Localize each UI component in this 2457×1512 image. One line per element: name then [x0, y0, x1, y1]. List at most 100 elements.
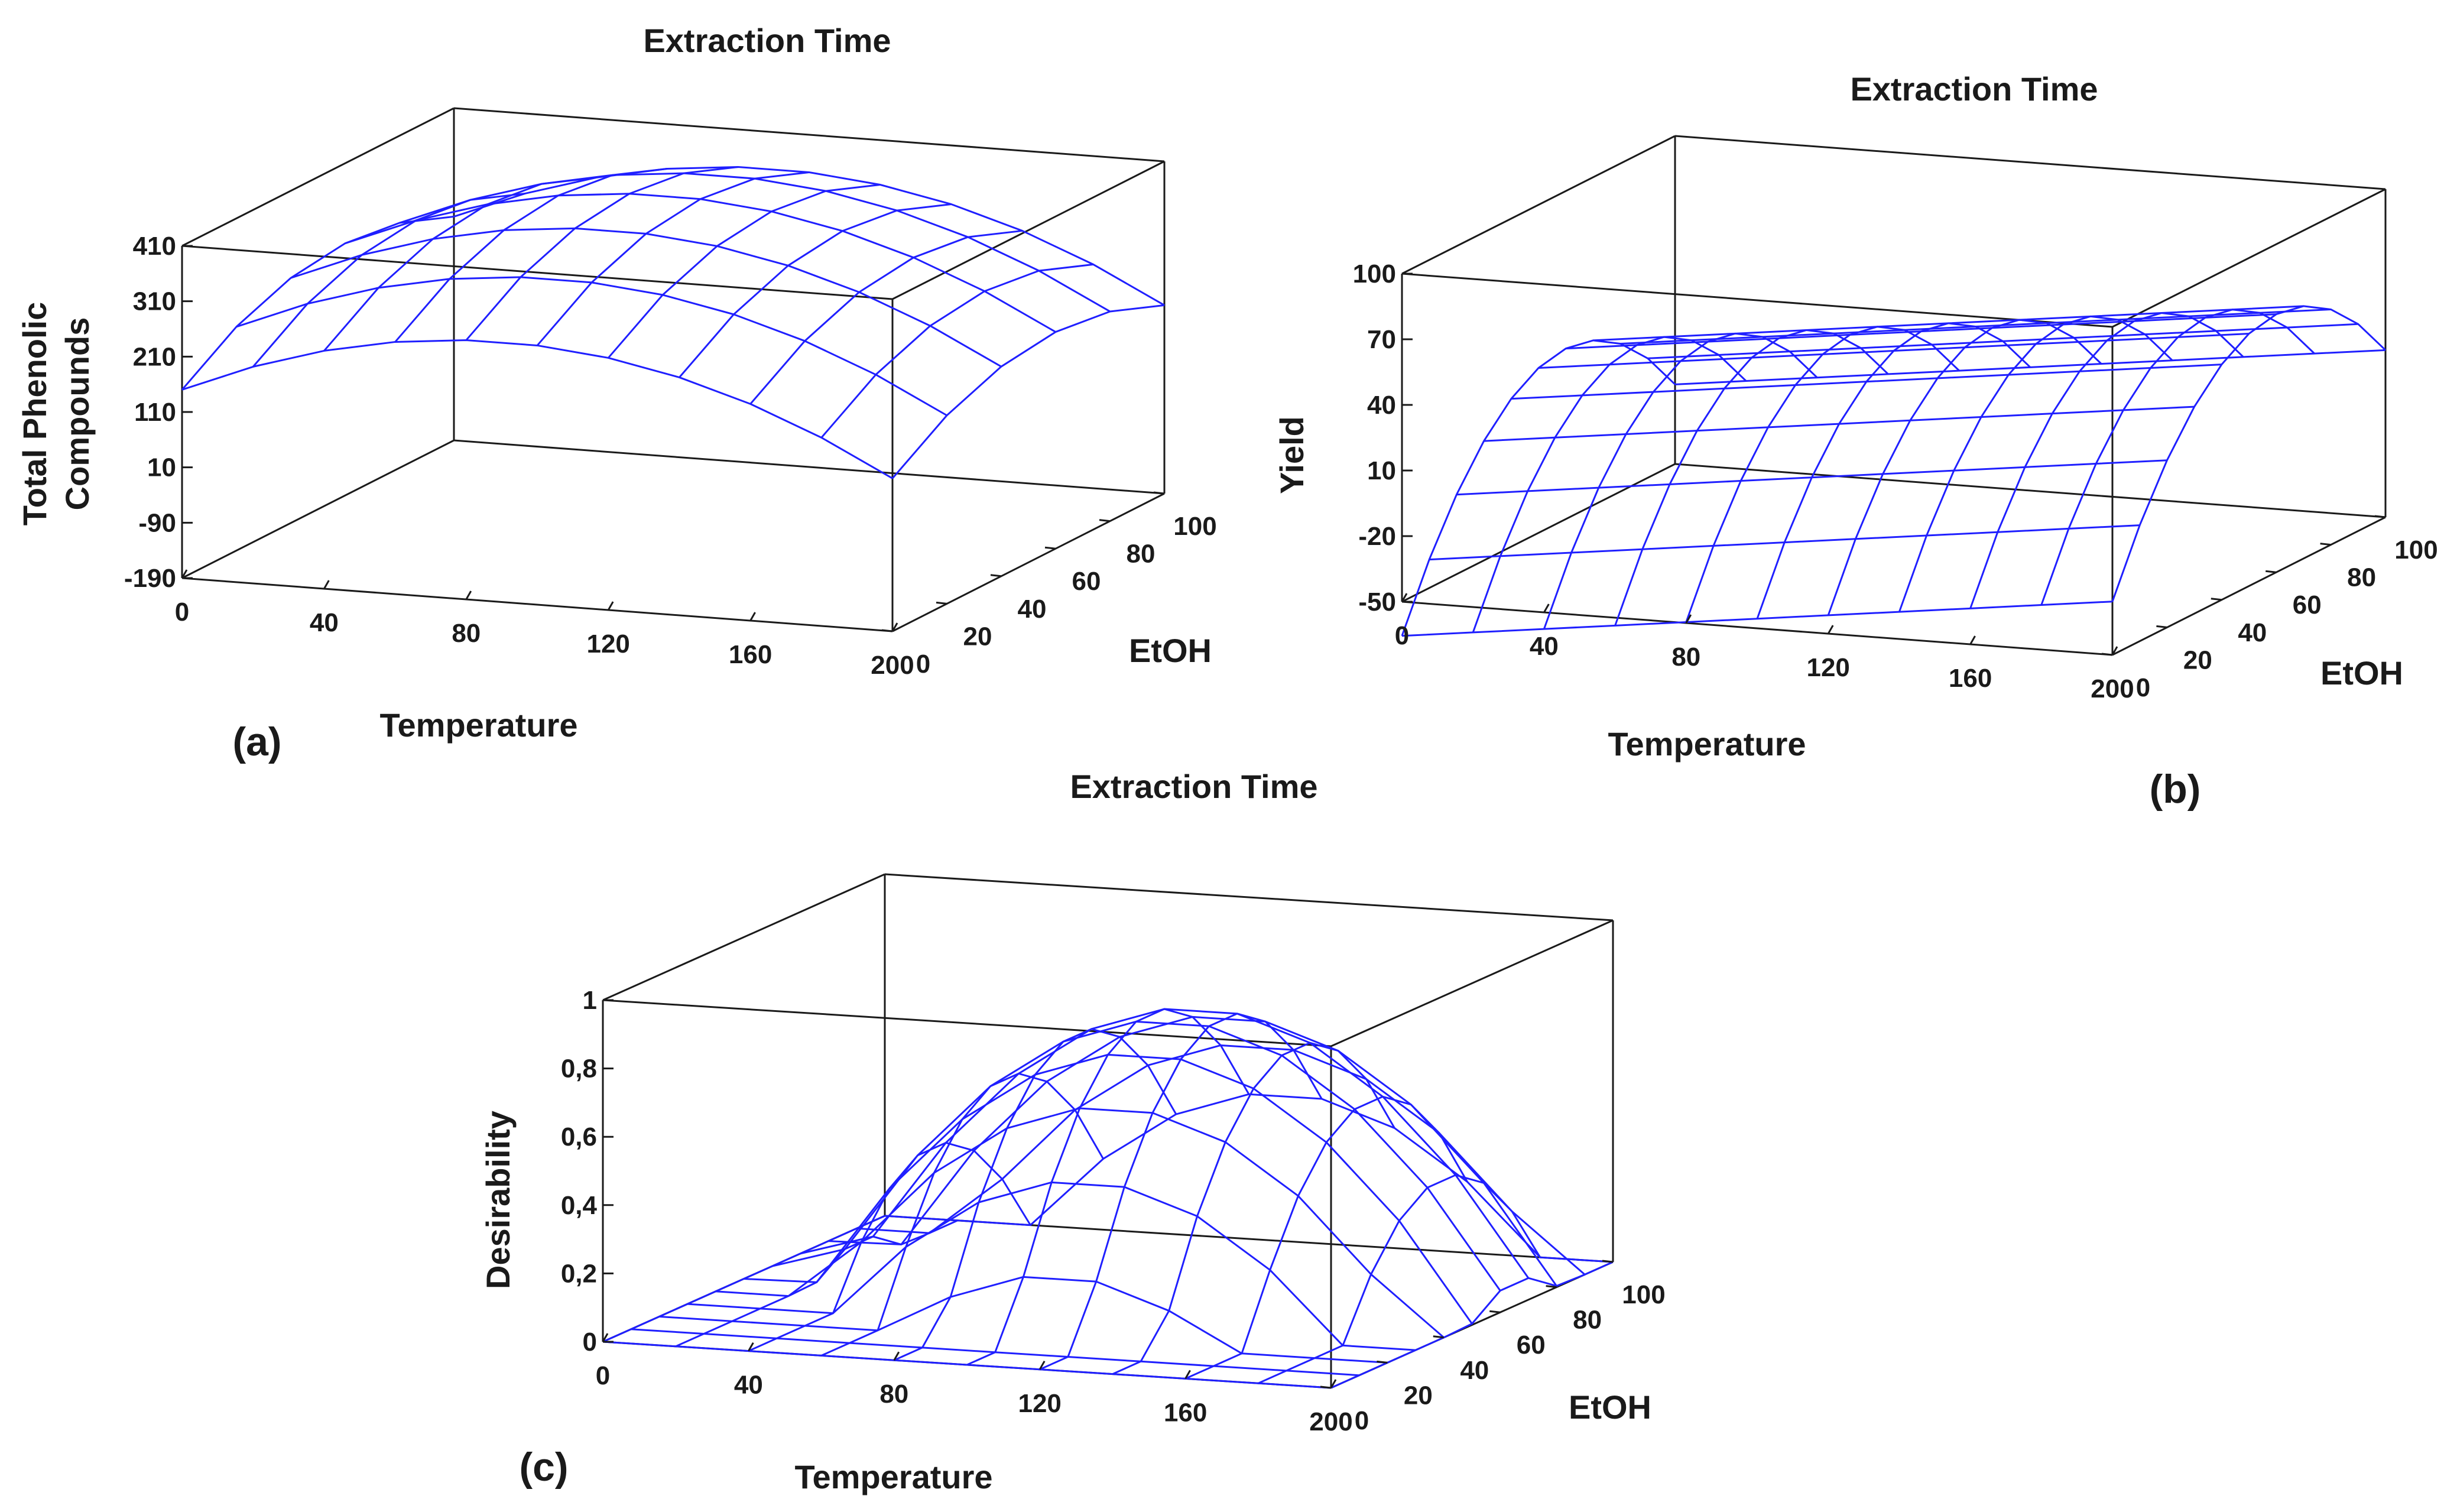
z-tick-label: 0 [583, 1328, 597, 1357]
z-tick-label: 10 [1367, 456, 1396, 485]
x-tick-label: 200 [1309, 1407, 1352, 1436]
mesh-line-y [679, 203, 952, 378]
x-axis-label: Temperature [379, 706, 577, 744]
box-edge [884, 873, 1614, 922]
y-tick-mark [1489, 1310, 1501, 1313]
chart-title: Extraction Time [643, 22, 891, 59]
x-tick-mark [1543, 603, 1550, 613]
z-tick-label: 210 [133, 342, 176, 371]
mesh-line-y [1543, 332, 1818, 630]
panel-a: Extraction Time Total Phenolic Compounds… [16, 22, 1217, 764]
x-tick-mark [2111, 646, 2118, 656]
x-tick-label: 40 [734, 1371, 763, 1400]
y-tick-mark [1153, 491, 1165, 495]
mesh-line-y [1898, 315, 2173, 612]
x-tick-mark [748, 1342, 754, 1352]
box-edge [1401, 272, 2113, 328]
x-tick-label: 160 [729, 640, 772, 669]
mesh-line-y [1112, 1041, 1395, 1375]
x-tick-mark [1401, 593, 1408, 602]
mesh-line-y [820, 263, 1093, 439]
x-tick-mark [1330, 1379, 1337, 1388]
box-edge [1401, 463, 1676, 603]
mesh-line-x [884, 1093, 1614, 1263]
mesh-line-x [181, 339, 893, 479]
mesh-line-x [715, 1107, 1445, 1338]
x-tick-mark [323, 580, 330, 589]
x-tick-label: 120 [1806, 653, 1849, 682]
y-tick-label: 40 [2238, 618, 2267, 647]
x-tick-mark [181, 569, 188, 579]
mesh-line-y [749, 229, 1023, 405]
plot-box [181, 107, 1166, 632]
y-tick-mark [1602, 1260, 1614, 1263]
panel-label: (a) [232, 719, 281, 764]
z-tick-label: 70 [1367, 325, 1396, 354]
z-tick-label: 100 [1353, 259, 1396, 288]
z-tick-label: -190 [124, 564, 176, 593]
surface-mesh [181, 166, 1165, 479]
z-tick-label: -50 [1358, 588, 1396, 617]
mesh-line-y [1685, 326, 1960, 623]
mesh-line-y [966, 1008, 1250, 1366]
y-tick-mark [1377, 1360, 1388, 1364]
box-edge [181, 107, 455, 247]
x-tick-mark [749, 612, 756, 621]
y-tick-label: 60 [2293, 590, 2322, 619]
z-axis-label: Yield [1273, 416, 1310, 494]
x-tick-label: 200 [2091, 674, 2134, 703]
y-tick-label: 20 [2183, 645, 2212, 674]
y-axis-label: EtOH [1129, 632, 1212, 669]
z-axis-label: Desirability [479, 1111, 517, 1289]
x-tick-mark [602, 1333, 609, 1342]
z-tick-label: -20 [1358, 522, 1396, 551]
mesh-line-y [1258, 1174, 1541, 1384]
z-tick-label: 1 [583, 986, 597, 1015]
x-tick-label: 80 [1671, 643, 1700, 671]
z-tick-label: 0,8 [561, 1054, 597, 1083]
mesh-line-y [536, 171, 810, 346]
y-tick-label: 100 [2394, 536, 2437, 564]
y-tick-mark [1044, 546, 1056, 550]
y-tick-mark [2374, 515, 2386, 518]
y-axis-label: EtOH [1569, 1388, 1651, 1426]
x-axis-label: Temperature [1608, 725, 1806, 763]
y-tick-label: 0 [2136, 673, 2150, 702]
y-tick-label: 40 [1460, 1356, 1489, 1385]
x-tick-label: 160 [1164, 1398, 1207, 1427]
box-edge [181, 439, 455, 579]
mesh-line-y [394, 168, 667, 343]
z-axis-label-line-2: Compounds [59, 317, 96, 511]
mesh-line-x [828, 1015, 1557, 1287]
chart-title: Extraction Time [1070, 768, 1317, 805]
mesh-line-y [894, 1028, 1177, 1361]
mesh-line-y [1614, 329, 1889, 626]
x-tick-label: 200 [871, 651, 914, 680]
box-edge [2112, 188, 2386, 328]
x-tick-label: 0 [1395, 621, 1409, 650]
z-tick-label: 410 [133, 232, 176, 261]
mesh-line-y [891, 304, 1165, 479]
z-tick-label: 310 [133, 287, 176, 316]
box-edge [1401, 135, 1676, 275]
y-tick-mark [881, 629, 893, 632]
z-axis-label-line-1: Total Phenolic [16, 302, 53, 526]
mesh-line-y [1756, 322, 2031, 619]
y-tick-mark [1099, 519, 1111, 523]
x-tick-mark [891, 622, 898, 632]
panel-c: Extraction Time Desirability Temperature… [479, 768, 1666, 1495]
mesh-line-x [744, 1053, 1473, 1325]
y-tick-mark [2265, 570, 2277, 573]
mesh-line-y [602, 1215, 885, 1343]
box-edge [1330, 919, 1614, 1047]
mesh-line-y [2111, 305, 2387, 602]
panel-label: (c) [519, 1445, 568, 1490]
mesh-line-x [345, 193, 1056, 333]
surface-mesh [602, 1008, 1614, 1389]
mesh-line-y [323, 176, 596, 352]
z-tick-label: -90 [138, 508, 176, 537]
mesh-line-x [236, 276, 947, 417]
x-tick-label: 120 [1018, 1389, 1061, 1418]
mesh-line-y [181, 215, 455, 391]
